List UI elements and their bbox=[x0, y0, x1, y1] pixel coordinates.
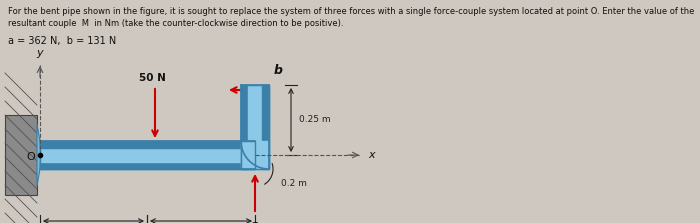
Text: 0.2 m: 0.2 m bbox=[281, 178, 307, 188]
Text: O: O bbox=[27, 152, 35, 162]
FancyBboxPatch shape bbox=[5, 115, 37, 195]
Text: For the bent pipe shown in the figure, it is sought to replace the system of thr: For the bent pipe shown in the figure, i… bbox=[8, 7, 694, 16]
Text: 0.25 m: 0.25 m bbox=[299, 116, 330, 124]
Polygon shape bbox=[37, 124, 40, 186]
Text: b: b bbox=[274, 64, 283, 77]
Text: x: x bbox=[368, 150, 374, 160]
Text: y: y bbox=[36, 48, 43, 58]
Text: resultant couple  M  in Nm (take the counter-clockwise direction to be positive): resultant couple M in Nm (take the count… bbox=[8, 19, 344, 28]
Text: 50 N: 50 N bbox=[139, 73, 165, 83]
Text: a: a bbox=[251, 219, 259, 223]
Text: a = 362 N,  b = 131 N: a = 362 N, b = 131 N bbox=[8, 36, 116, 46]
